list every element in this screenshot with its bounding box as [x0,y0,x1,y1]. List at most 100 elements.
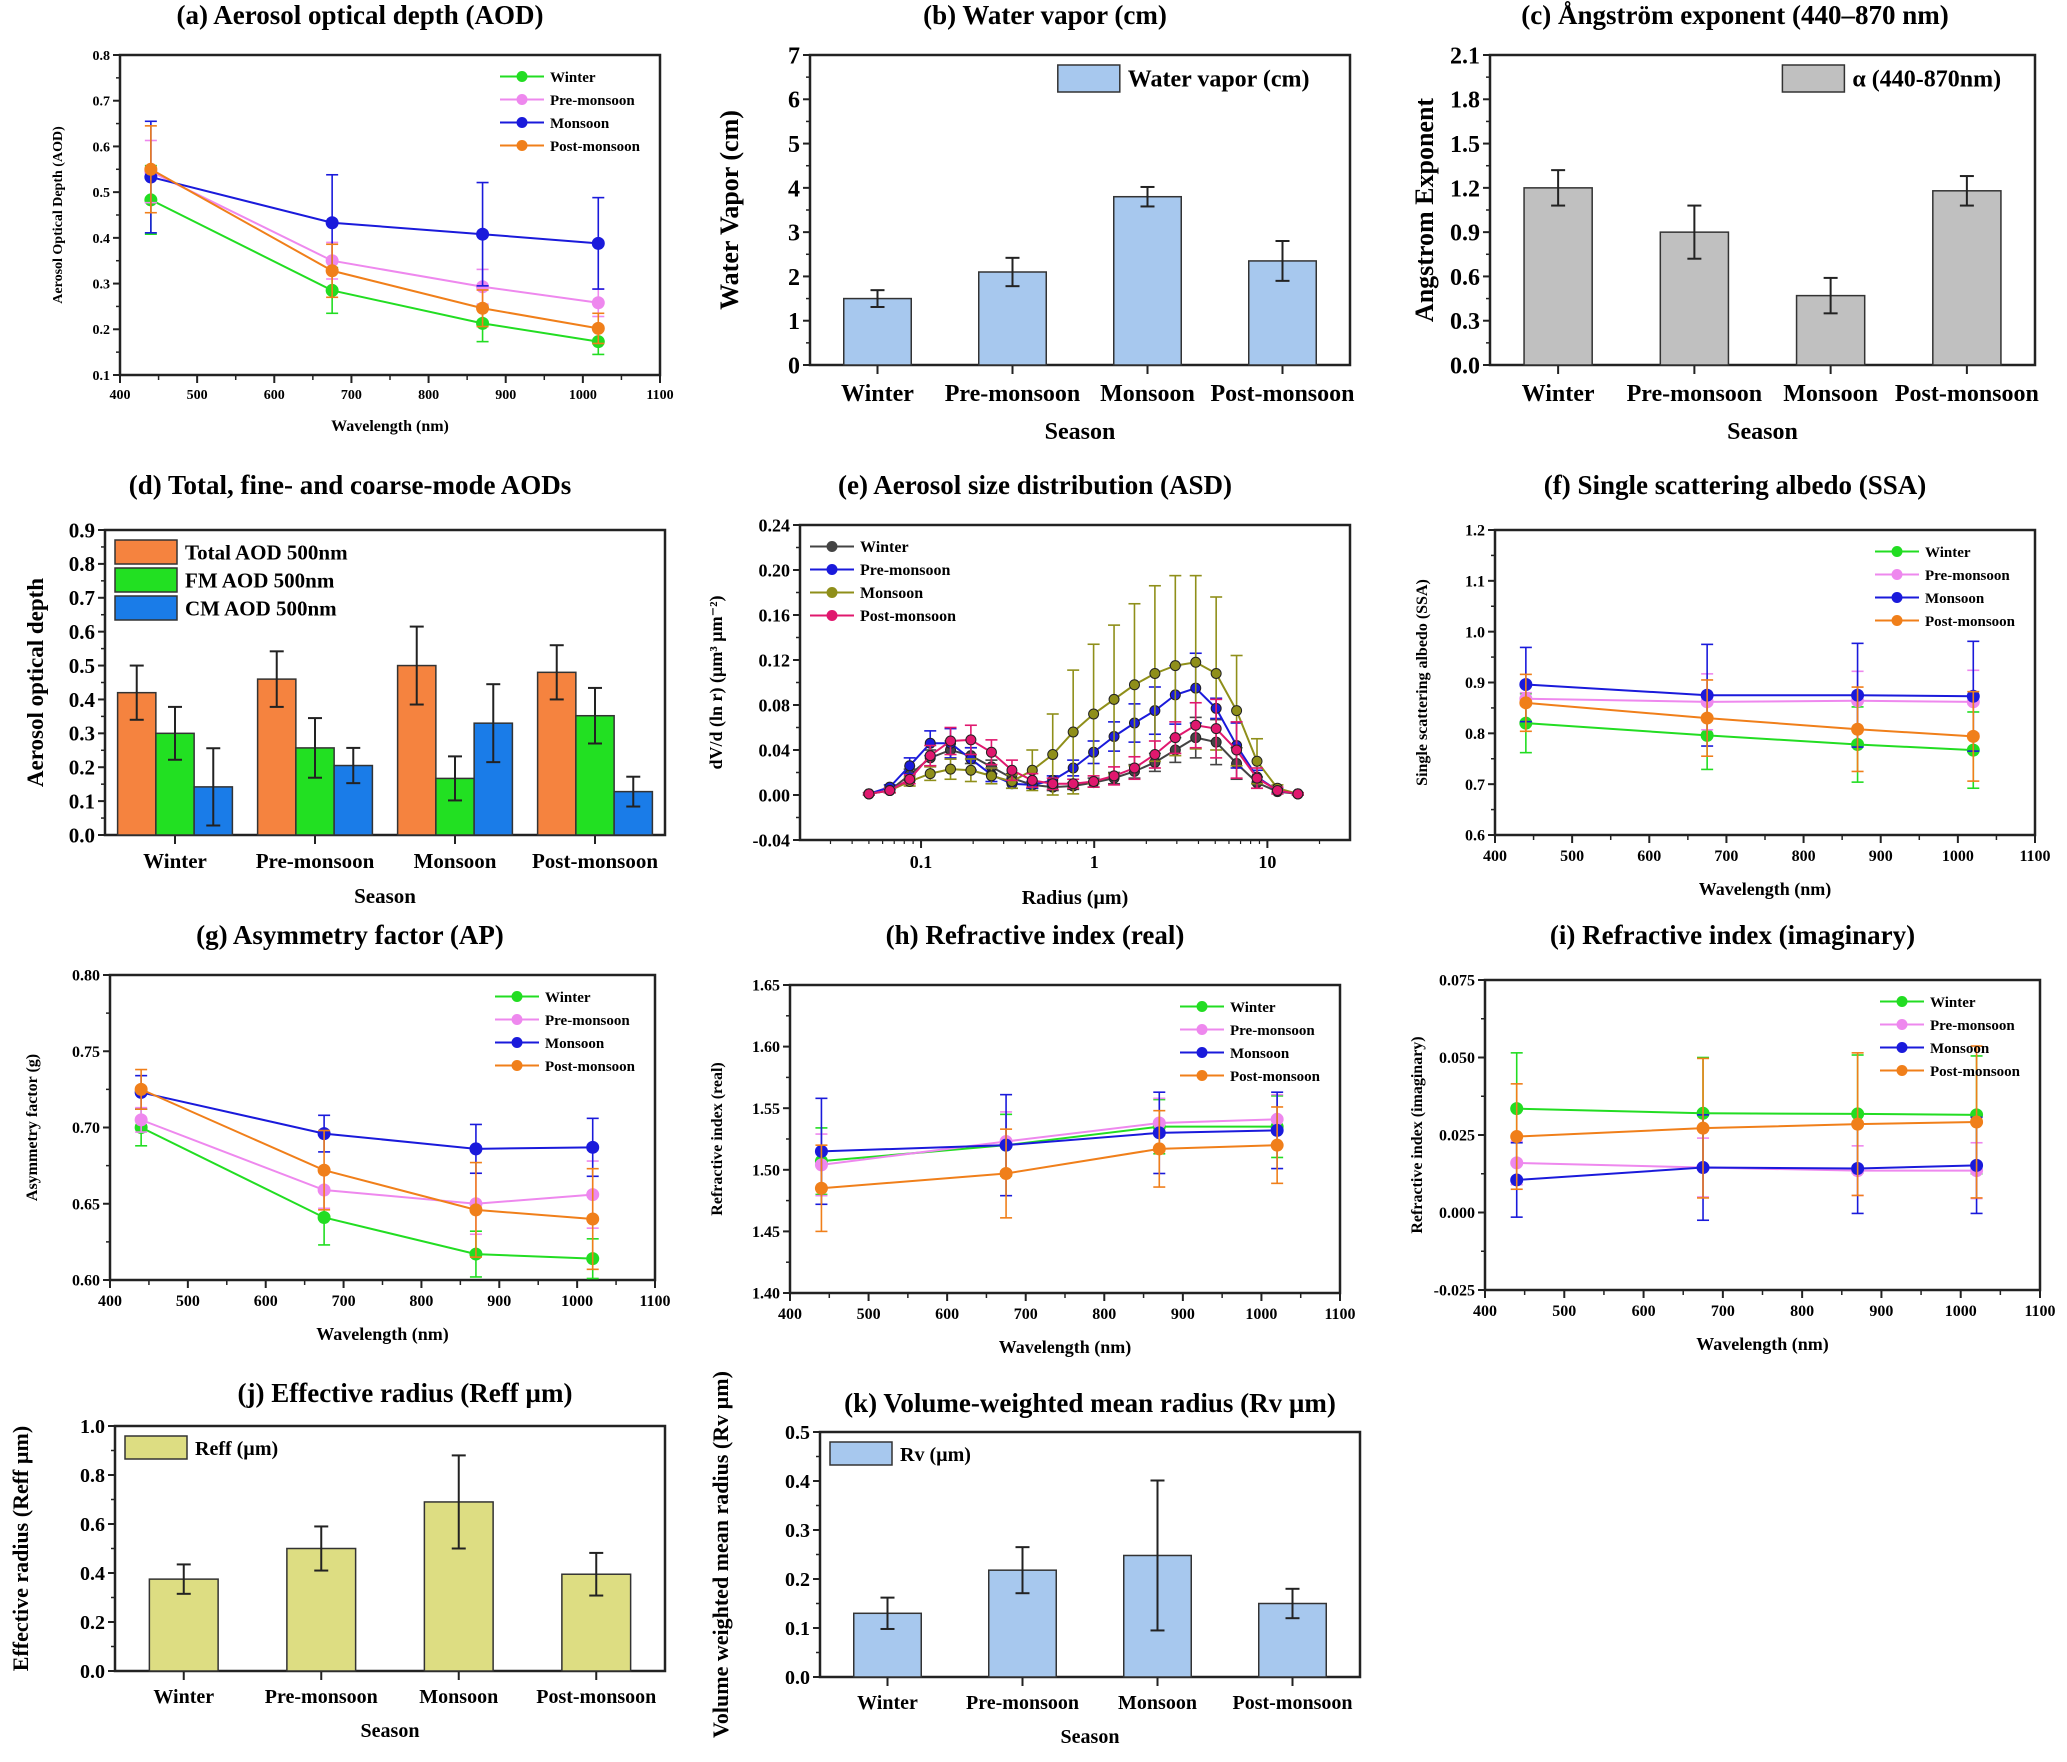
data-point [1210,723,1222,735]
x-tick-label: 900 [1869,848,1893,865]
y-tick-label: 0.3 [785,1520,810,1542]
bar [1113,195,1182,366]
y-tick-label: -0.025 [1434,1283,1475,1300]
x-tick-label: Winter [857,1692,918,1714]
legend: Total AOD 500nm FM AOD 500nm CM AOD 500nm [114,539,348,621]
panel-e-title: (e) Aerosol size distribution (ASD) [838,470,1232,500]
data-point [1128,679,1140,691]
legend-marker [1896,996,1908,1007]
series-line [1516,1161,1977,1172]
data-point [1067,778,1079,790]
x-tick-label: 700 [1714,848,1738,865]
panel-h-title: (h) Refractive index (real) [885,920,1185,950]
y-tick-label: 0.3 [69,722,95,746]
data-point [814,1181,828,1195]
y-tick-label: 0.6 [1450,265,1480,291]
data-point [1047,778,1059,790]
series-line [821,1129,1278,1153]
y-tick-label: 1 [788,309,800,335]
legend-marker [511,1060,523,1071]
data-point [1251,772,1263,784]
data-point [469,1142,483,1156]
y-axis-label: Volume weighted mean radius (Rv µm) [708,1371,733,1738]
legend-label: Winter [545,990,591,1006]
y-tick-label: 0.16 [759,605,791,625]
y-tick-label: 0.075 [1439,973,1475,990]
series-line [140,1088,593,1220]
y-tick-label: 1.60 [752,1039,780,1056]
series-line [821,1118,1278,1166]
x-axis-label: Wavelength (nm) [316,1324,449,1345]
legend-label: Pre-monsoon [860,562,950,579]
y-tick-label: 0.5 [93,186,111,201]
data-point [1067,726,1079,738]
x-tick-label: Winter [143,849,207,873]
y-tick-label: 0.1 [93,369,111,384]
legend-label: Winter [1925,545,1971,561]
x-tick-label: Monsoon [1783,381,1878,407]
data-point [1149,668,1161,679]
x-tick-label: 800 [1790,1303,1814,1320]
y-tick-label: 0.5 [69,654,95,678]
legend-swatch [114,567,178,593]
y-tick-label: 0.9 [1450,221,1480,247]
data-point [134,1082,148,1096]
legend-marker [1196,1024,1208,1035]
y-tick-label: 0.04 [759,740,791,760]
x-tick-label: 500 [857,1306,881,1323]
data-point [1700,711,1714,725]
y-tick-label: 0.6 [69,620,95,644]
x-tick-label: 800 [1792,848,1816,865]
x-tick-label: 0.1 [910,852,933,872]
x-tick-label: Monsoon [1100,381,1195,407]
data-point [1519,696,1533,710]
panel-j-title: (j) Effective radius (Reff µm) [237,1378,573,1408]
data-point [924,768,936,780]
y-tick-label: 0.9 [1465,675,1485,692]
x-tick-label: 600 [254,1293,278,1310]
y-tick-label: 0.4 [69,688,96,712]
y-tick-label: 0.4 [785,1471,810,1493]
data-point [904,760,916,772]
data-point [1149,749,1161,760]
x-tick-label: Monsoon [414,849,497,873]
legend-label: Monsoon [1925,591,1985,607]
x-tick-label: 500 [187,388,208,403]
legend-marker [516,140,528,151]
legend: Reff (µm) [124,1435,278,1460]
x-tick-label: Winter [1522,381,1595,407]
y-tick-label: 6 [788,88,800,114]
y-tick-label: 4 [788,176,800,202]
legend-marker [516,71,528,82]
legend-label: Monsoon [1930,1041,1990,1057]
legend-swatch [124,1435,188,1460]
bar [575,714,615,836]
legend-marker [826,610,838,621]
data-point [1231,705,1243,717]
series-line [140,1126,593,1260]
panel-e: (e) Aerosol size distribution (ASD) -0.0… [700,470,1370,910]
legend-label: Winter [1230,1000,1276,1016]
x-axis-label: Season [361,1720,420,1742]
panel-d: (d) Total, fine- and coarse-mode AODs 0.… [15,470,685,910]
panel-c: (c) Ångström exponent (440–870 nm) 0.0 0.… [1405,0,2065,445]
panel-a: (a) Aerosol optical depth (AOD) 0.1 0.2 0.… [40,0,680,435]
legend: Winter Pre-monsoon Monsoon Post-monsoon [500,70,641,155]
series-line [868,661,1299,795]
y-axis-label: Aerosol optical depth [23,578,48,787]
legend-label: Pre-monsoon [1925,568,2010,584]
series-line [1516,1120,1977,1138]
x-tick-label: Pre-monsoon [256,849,375,873]
y-tick-label: 1.45 [752,1224,780,1241]
y-tick-label: 0.3 [93,277,111,292]
series-line [150,199,599,343]
y-tick-label: 0.7 [69,586,95,610]
y-tick-label: 0.70 [72,1120,100,1137]
data-point [591,296,605,310]
y-axis-label: Asymmetry factor (g) [24,1054,41,1201]
x-tick-label: 700 [1014,1306,1038,1323]
y-tick-label: 0.9 [69,518,95,542]
x-tick-label: 700 [332,1293,356,1310]
series-line [140,1118,593,1205]
y-tick-label: 0.20 [759,560,791,580]
